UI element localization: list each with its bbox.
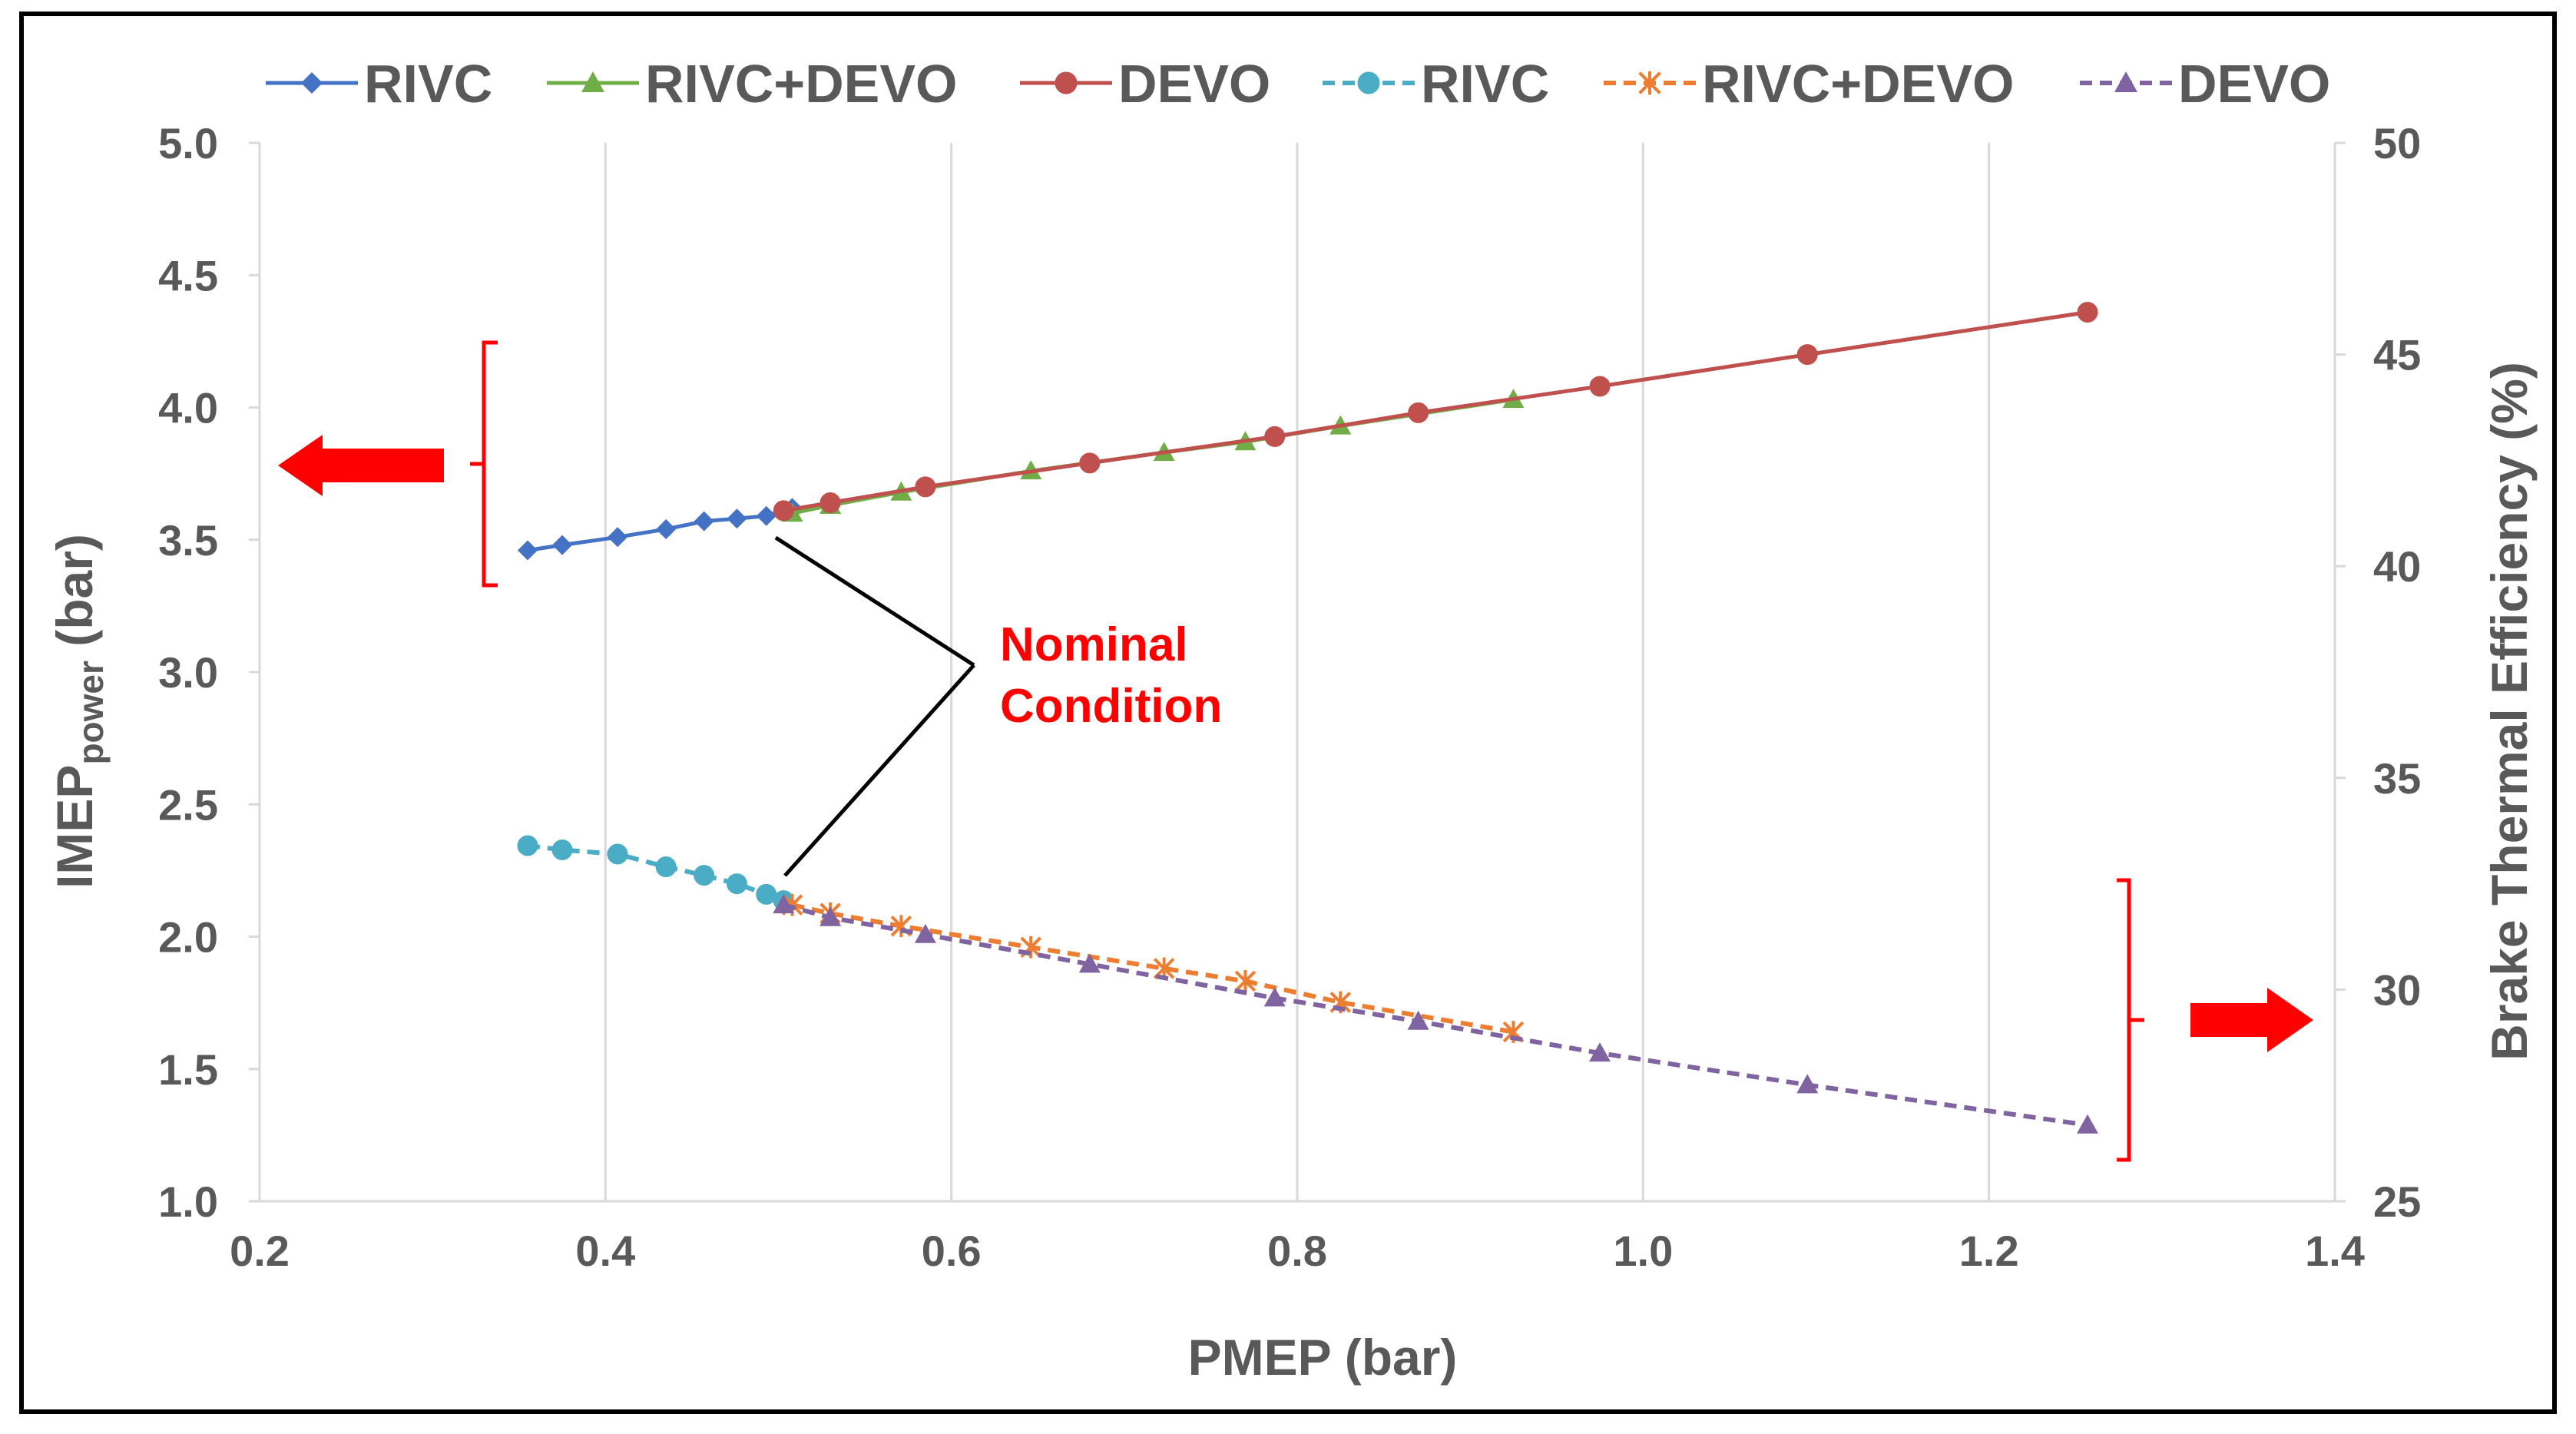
- data-point: [607, 843, 628, 865]
- tick-labels: 0.2 0.4 0.6 0.8 1.0 1.2 1.4 1.0 1.5 2.0 2.5 3.0 3.5 4…: [158, 119, 2421, 1275]
- chart-frame: [19, 12, 2557, 1414]
- legend-marker: [1357, 71, 1380, 94]
- data-point: [915, 476, 936, 498]
- y-tick-label: 2.0: [158, 913, 218, 962]
- y2-tick-label: 45: [2373, 331, 2421, 379]
- data-point: [773, 500, 794, 522]
- data-point: [517, 835, 538, 856]
- legend-label: RIVC: [364, 54, 492, 114]
- x-tick-label: 1.4: [2305, 1227, 2365, 1275]
- right-bracket: [2117, 878, 2144, 1162]
- legend-marker: [2114, 71, 2137, 92]
- y2-axis-title: Brake Thermal Efficiency (%): [2481, 362, 2538, 1061]
- data-point: [914, 923, 936, 943]
- legend-label: RIVC+DEVO: [1702, 54, 2015, 114]
- data-point: [1407, 1010, 1429, 1030]
- x-tick-label: 0.2: [230, 1227, 290, 1275]
- data-point: [1264, 426, 1286, 447]
- right-axis-indicator: [2117, 878, 2313, 1162]
- x-tick-label: 1.2: [1959, 1227, 2019, 1275]
- left-bracket: [470, 340, 498, 588]
- data-point: [1234, 970, 1257, 992]
- legend-marker: [1055, 71, 1078, 94]
- data-point: [773, 894, 795, 914]
- legend-label: RIVC+DEVO: [645, 54, 958, 114]
- data-point: [655, 856, 677, 878]
- legend-item: RIVC: [1323, 54, 1549, 114]
- data-point: [726, 873, 747, 895]
- y-tick-label: 4.5: [158, 251, 218, 300]
- data-point: [1589, 1042, 1611, 1062]
- y-axis-title-subscript: power: [71, 661, 111, 765]
- y-axis-title: IMEPpower (bar): [46, 534, 111, 889]
- left-arrow-icon: [278, 435, 444, 496]
- data-point: [694, 511, 714, 532]
- x-tick-label: 0.8: [1267, 1227, 1327, 1275]
- series: [517, 301, 2099, 1134]
- series-imep-devo: [773, 301, 2098, 522]
- data-point: [1078, 953, 1101, 973]
- legend: RIVC RIVC+DEVO DEVO RIVC RIVC+DEVO DEVO: [266, 54, 2330, 114]
- y-axis-title-unit: (bar): [46, 534, 103, 661]
- annotation-line-2: Condition: [1000, 680, 1222, 733]
- y2-tick-label: 50: [2373, 119, 2421, 167]
- y2-tick-label: 40: [2373, 542, 2421, 591]
- y2-tick-label: 35: [2373, 754, 2421, 803]
- y-axis-title-main: IMEP: [46, 765, 103, 889]
- legend-item: RIVC+DEVO: [547, 54, 958, 114]
- y-tick-label: 1.5: [158, 1045, 218, 1094]
- y-tick-label: 2.5: [158, 780, 218, 829]
- data-point: [608, 527, 628, 548]
- data-point: [819, 492, 841, 514]
- series-bte-devo: [773, 894, 2099, 1134]
- data-point: [727, 508, 747, 529]
- data-point: [1263, 987, 1286, 1007]
- left-axis-indicator: [278, 340, 498, 588]
- annotation-leader-lines: [774, 535, 975, 877]
- legend-marker: [581, 71, 604, 92]
- legend-item: DEVO: [2080, 54, 2330, 114]
- legend-item: RIVC: [266, 54, 492, 114]
- legend-marker: [1638, 71, 1661, 95]
- axes: [249, 141, 2346, 1203]
- y2-tick-label: 30: [2373, 965, 2421, 1014]
- data-point: [819, 906, 842, 926]
- data-point: [1408, 402, 1429, 423]
- y-tick-label: 3.5: [158, 516, 218, 565]
- y-tick-label: 4.0: [158, 384, 218, 432]
- right-arrow-icon: [2190, 988, 2313, 1052]
- legend-marker: [301, 72, 323, 94]
- x-tick-label: 1.0: [1613, 1227, 1673, 1275]
- legend-label: DEVO: [2178, 54, 2330, 114]
- x-tick-label: 0.4: [575, 1227, 635, 1275]
- legend-label: DEVO: [1118, 54, 1270, 114]
- nominal-condition-annotation: Nominal Condition: [774, 535, 1222, 877]
- series-line: [791, 902, 1514, 1035]
- annotation-line-1: Nominal: [1000, 618, 1188, 671]
- data-point: [694, 865, 715, 886]
- x-axis-title: PMEP (bar): [1188, 1329, 1458, 1386]
- data-point: [656, 518, 677, 539]
- y2-tick-label: 25: [2373, 1177, 2421, 1226]
- data-point: [1796, 344, 1818, 366]
- y-tick-label: 1.0: [158, 1177, 218, 1226]
- x-tick-label: 0.6: [922, 1227, 982, 1275]
- data-point: [756, 505, 776, 526]
- data-point: [2077, 301, 2098, 323]
- data-point: [2077, 1114, 2099, 1134]
- y-tick-label: 3.0: [158, 648, 218, 697]
- legend-item: DEVO: [1020, 54, 1270, 114]
- data-point: [1796, 1074, 1819, 1094]
- y-tick-label: 5.0: [158, 119, 218, 167]
- data-point: [1589, 376, 1611, 397]
- data-point: [1079, 452, 1101, 474]
- data-point: [551, 840, 573, 861]
- legend-label: RIVC: [1421, 54, 1549, 114]
- legend-item: RIVC+DEVO: [1604, 54, 2015, 114]
- data-point: [552, 535, 573, 555]
- annotation-text: Nominal Condition: [1000, 618, 1222, 733]
- data-point: [518, 540, 538, 561]
